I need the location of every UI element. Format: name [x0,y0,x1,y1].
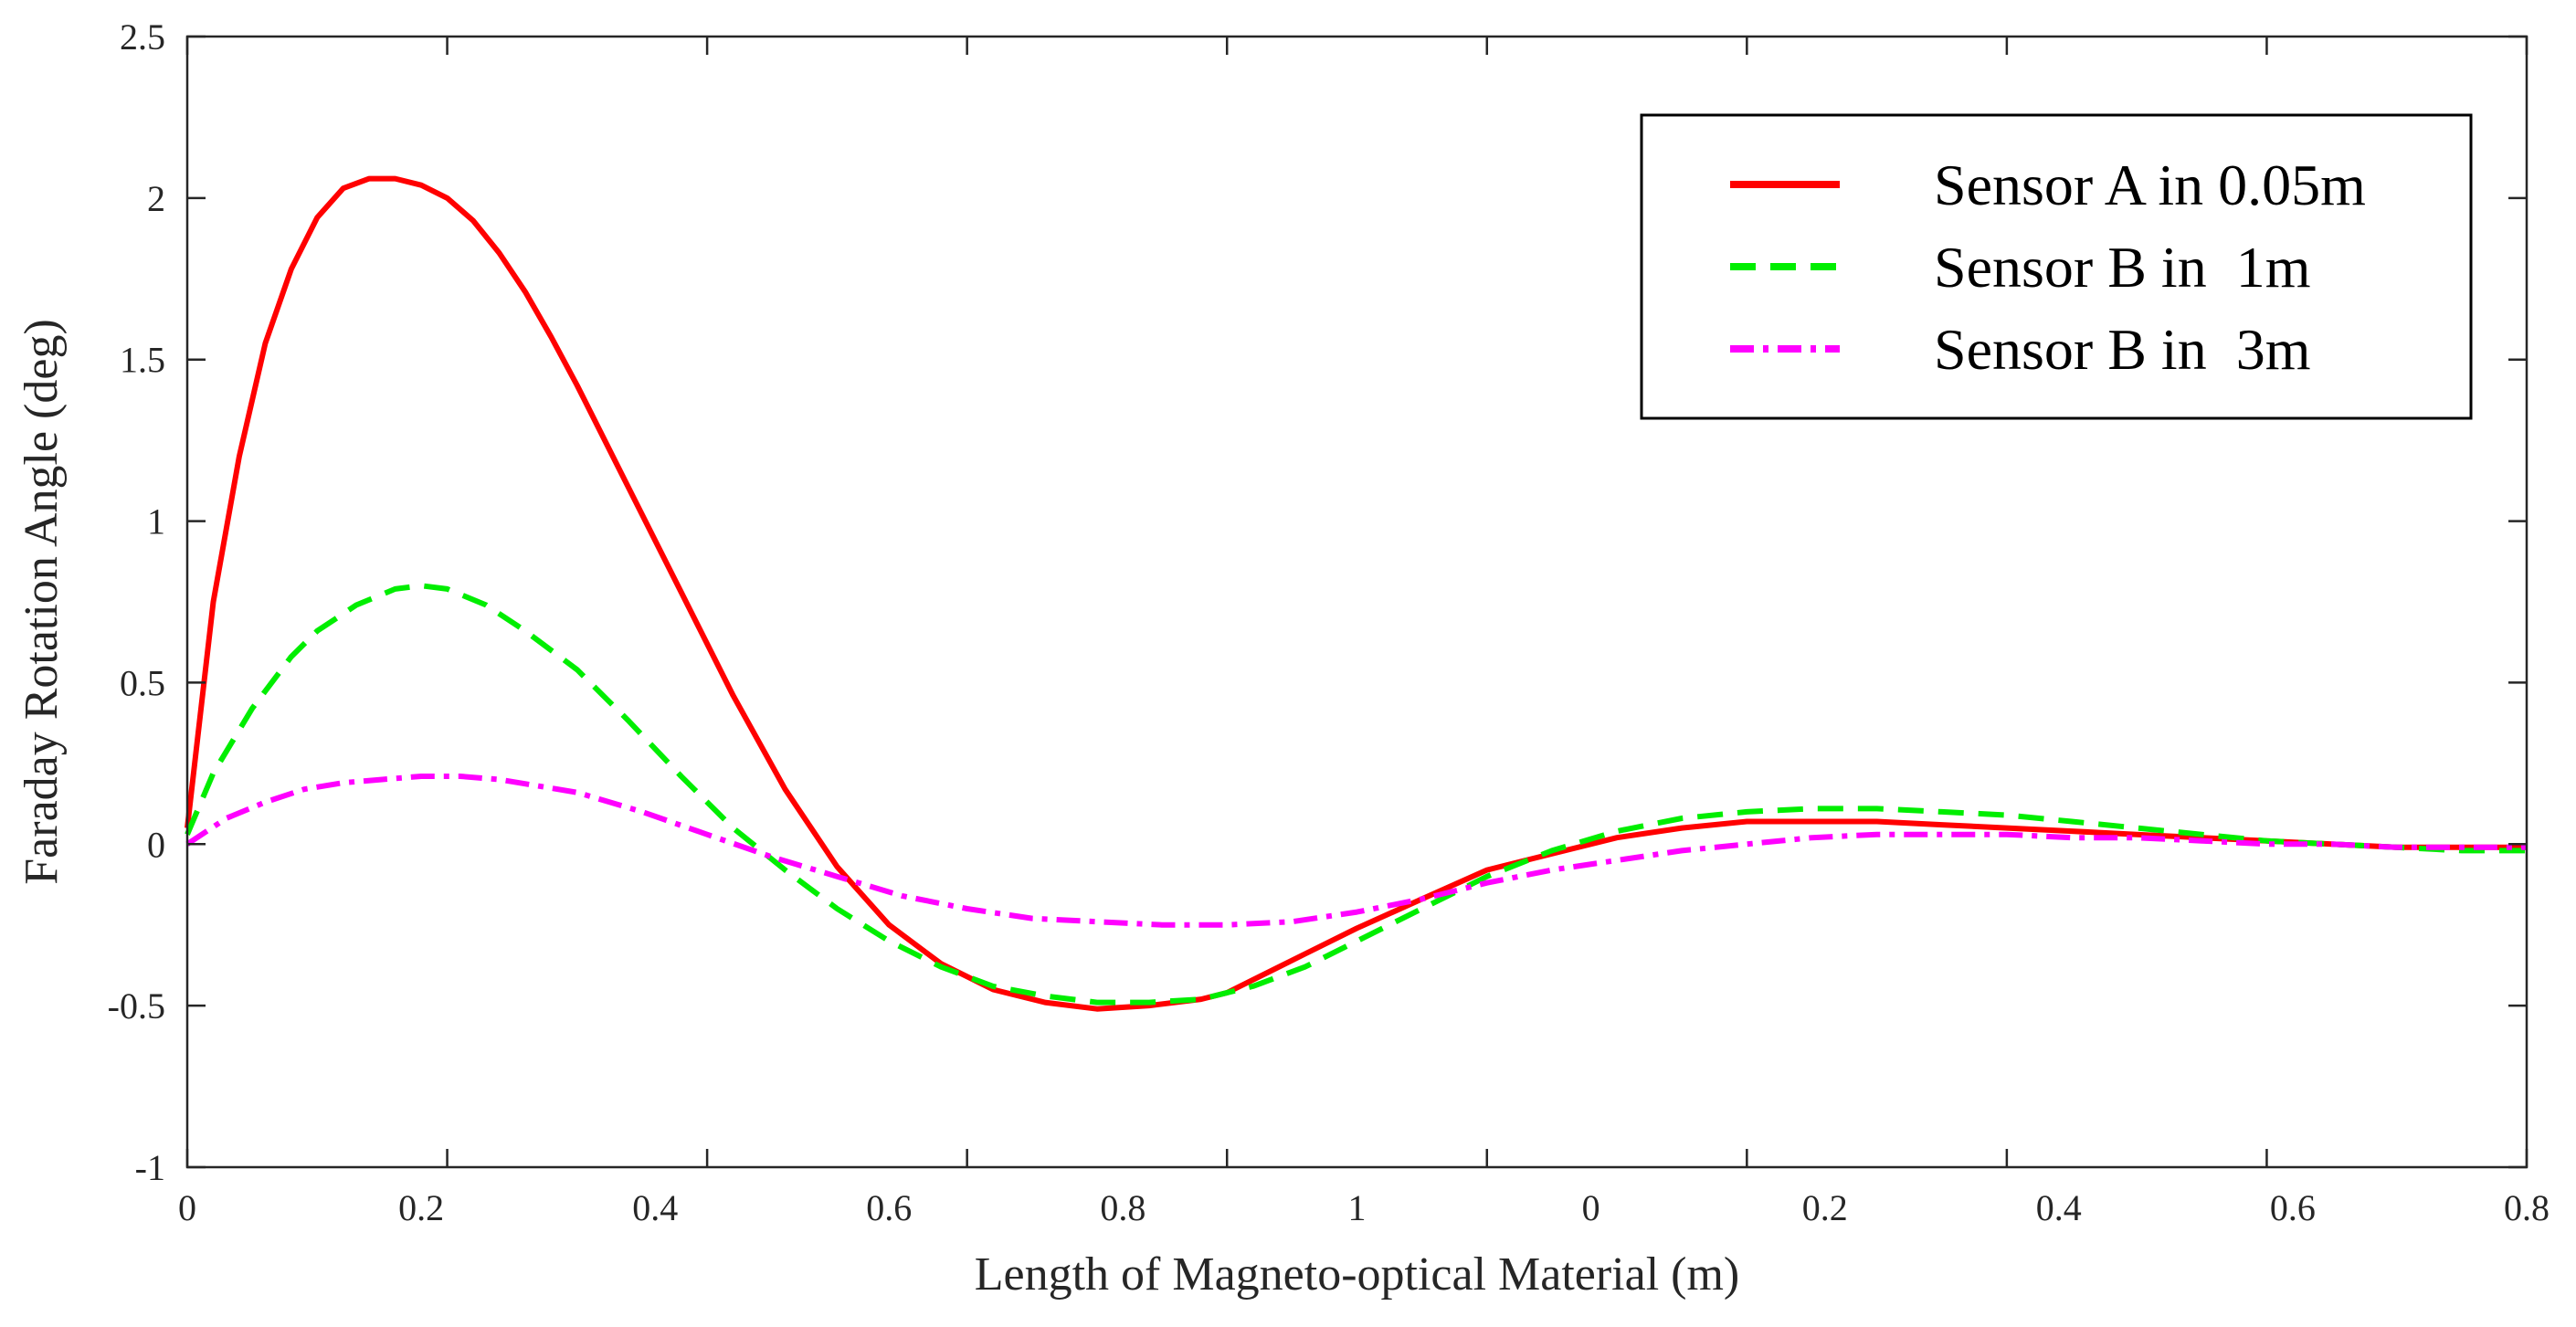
legend-label-3: Sensor B in 3m [1934,317,2310,382]
series-layer [185,175,2527,1012]
series-line-3 [185,774,2527,928]
x-tick-label: 0 [178,1187,196,1228]
y-tick-label: -0.5 [108,985,165,1027]
x-tick-label: 1 [1348,1187,1367,1228]
series-line-1 [185,175,2527,1012]
y-tick-label: 2 [147,178,165,219]
x-tick-label: 0.2 [398,1187,444,1228]
legend: Sensor A in 0.05m Sensor B in 1m Sensor B … [1640,113,2473,420]
y-tick-label: 1 [147,501,165,542]
x-tick-label: 0.6 [866,1187,912,1228]
x-tick-label: 0.2 [1802,1187,1848,1228]
x-tick-label: 0.4 [2036,1187,2082,1228]
y-tick-label: 0.5 [120,662,165,703]
legend-label-2: Sensor B in 1m [1934,235,2310,300]
y-tick-label: 2.5 [120,16,165,58]
y-tick-label: -1 [135,1147,165,1188]
ticks-layer: 0 0.2 0.4 0.6 0.8 1 0 0.2 0.4 0.6 0.8 -1 -0.5 0 0.5 1 1.… [108,16,2550,1228]
x-tick-label: 0.8 [2504,1187,2550,1228]
x-tick-label: 0.6 [2270,1187,2316,1228]
series-line-2 [185,583,2527,1006]
x-tick-label: 0 [1582,1187,1600,1228]
y-tick-label: 0 [147,824,165,865]
plot-frame [185,35,2528,1169]
legend-label-1: Sensor A in 0.05m [1934,153,2366,217]
x-tick-label: 0.8 [1100,1187,1145,1228]
x-axis-label: Length of Magneto-optical Material (m) [975,1248,1739,1301]
y-axis-label: Faraday Rotation Angle (deg) [16,319,68,885]
x-tick-label: 0.4 [632,1187,678,1228]
y-tick-label: 1.5 [120,340,165,381]
